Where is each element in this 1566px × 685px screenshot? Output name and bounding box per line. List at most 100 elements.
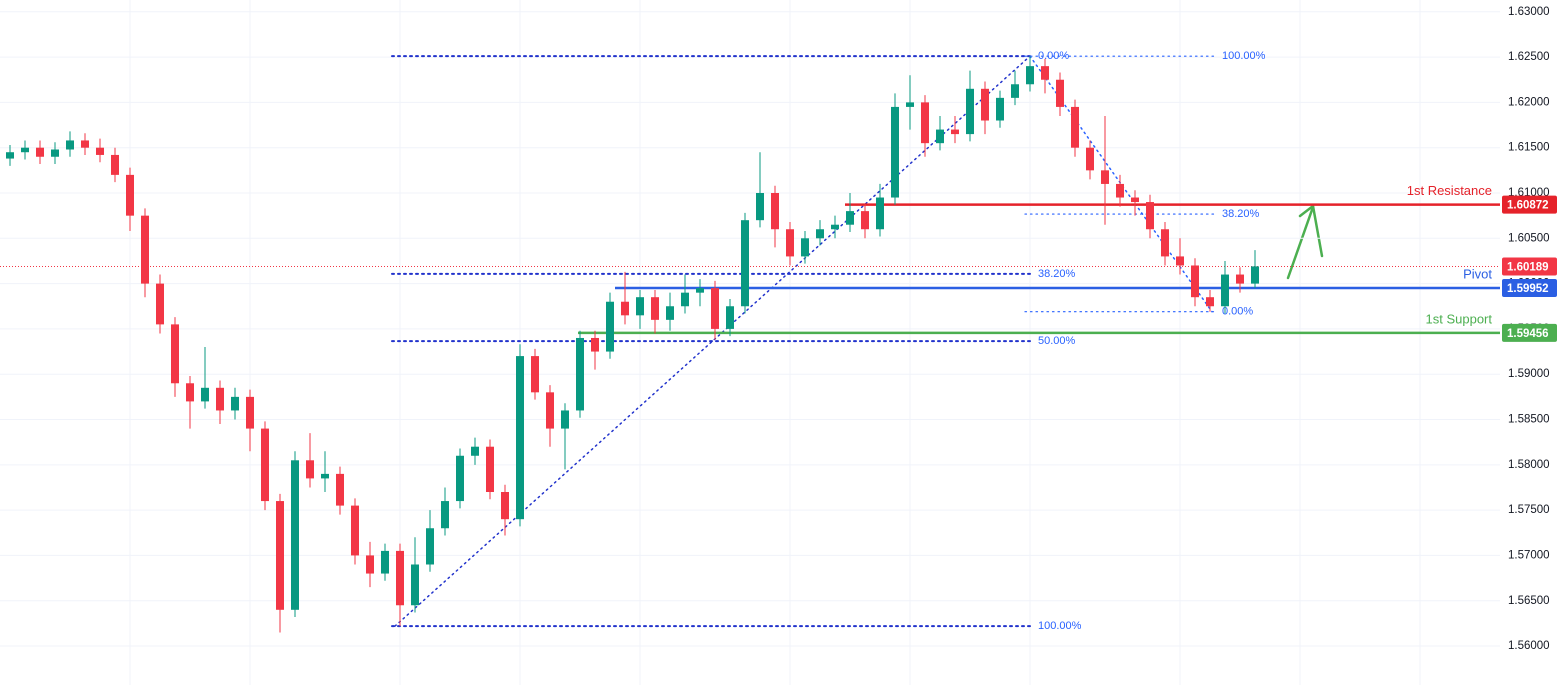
candle-body (696, 288, 704, 293)
candle-body (441, 501, 449, 529)
candle-body (111, 154, 119, 175)
candle-body (1041, 66, 1049, 80)
candle-body (126, 174, 134, 216)
candle-body (306, 460, 314, 479)
candle-body (381, 550, 389, 574)
candle-body (156, 283, 164, 325)
candle-body (321, 473, 329, 479)
candle-body (1221, 274, 1229, 307)
candle-body (771, 192, 779, 230)
y-tick-label: 1.58000 (1508, 459, 1550, 471)
candle-body (996, 97, 1004, 121)
price-tag (1502, 257, 1557, 276)
candle-body (966, 88, 974, 135)
candle-body (606, 301, 614, 352)
candle-body (861, 211, 869, 230)
candle-body (651, 297, 659, 320)
candle-body (741, 220, 749, 307)
level-name: 1st Resistance (1407, 183, 1492, 198)
candle-body (801, 238, 809, 257)
candle-body (516, 356, 524, 520)
y-tick-label: 1.61500 (1508, 142, 1550, 154)
price-tag-label: 1.59952 (1507, 283, 1549, 295)
candle-body (891, 106, 899, 198)
y-tick-label: 1.57000 (1508, 549, 1550, 561)
price-tag-label: 1.60872 (1507, 200, 1549, 212)
arrow (1286, 203, 1324, 280)
candle-body (96, 147, 104, 155)
candle-body (1101, 170, 1109, 184)
candle-body (36, 147, 44, 157)
candle-body (621, 301, 629, 316)
candle-body (1086, 147, 1094, 171)
candle-body (261, 428, 269, 502)
price-tag (1502, 323, 1557, 342)
candle-body (201, 387, 209, 402)
candle-body (546, 392, 554, 429)
candle-body (51, 149, 59, 157)
fib-label: 50.00% (1038, 335, 1076, 347)
candle-body (141, 215, 149, 284)
candle-body (1116, 183, 1124, 198)
candle-body (1131, 197, 1139, 203)
candle-body (846, 211, 854, 225)
candle-body (666, 306, 674, 320)
candle-body (231, 396, 239, 411)
candle-body (876, 197, 884, 230)
fib-label: 100.00% (1222, 50, 1266, 62)
candle-body (1011, 84, 1019, 98)
candle-body (816, 229, 824, 239)
candle-body (1251, 266, 1259, 284)
y-tick-label: 1.62500 (1508, 51, 1550, 63)
candle-body (1026, 66, 1034, 85)
y-tick-label: 1.60500 (1508, 232, 1550, 244)
candle-body (411, 564, 419, 606)
candle-body (186, 383, 194, 402)
level-name: Pivot (1463, 266, 1492, 281)
candle-body (531, 356, 539, 393)
y-tick-label: 1.62000 (1508, 96, 1550, 108)
candle-body (591, 337, 599, 352)
candle-body (171, 324, 179, 384)
candle-body (216, 387, 224, 411)
candle-body (1161, 229, 1169, 257)
candle-body (681, 292, 689, 307)
candle-body (501, 492, 509, 520)
fib-label: 38.20% (1038, 268, 1076, 280)
candle-body (561, 410, 569, 429)
y-tick-label: 1.57500 (1508, 504, 1550, 516)
y-tick-label: 1.63000 (1508, 6, 1550, 18)
candle-body (951, 129, 959, 135)
candle-body (576, 337, 584, 411)
price-tag-label: 1.59456 (1507, 328, 1549, 340)
candle-body (486, 446, 494, 493)
candle-body (906, 102, 914, 107)
price-tag-label: 1.60189 (1507, 262, 1549, 274)
candle-body (1146, 202, 1154, 230)
candle-body (336, 473, 344, 506)
candle-body (1206, 297, 1214, 307)
candle-body (1191, 265, 1199, 298)
arrow-shaft (1286, 205, 1315, 280)
candle-body (471, 446, 479, 456)
candle-body (366, 555, 374, 574)
candle-body (921, 102, 929, 144)
candle-body (66, 140, 74, 150)
y-tick-label: 1.58500 (1508, 414, 1550, 426)
candle-body (351, 505, 359, 556)
candle-body (291, 460, 299, 610)
y-tick-label: 1.56000 (1508, 640, 1550, 652)
candle-body (1236, 274, 1244, 284)
candle-body (636, 297, 644, 316)
fib-label: 38.20% (1222, 208, 1260, 220)
candle-body (426, 528, 434, 565)
candle-body (6, 152, 14, 159)
fib-label: 100.00% (1038, 620, 1082, 632)
candle-body (1071, 106, 1079, 148)
price-tag (1502, 278, 1557, 297)
price-tag (1502, 195, 1557, 214)
candle-body (276, 501, 284, 610)
candle-body (726, 306, 734, 329)
candle-body (756, 192, 764, 221)
